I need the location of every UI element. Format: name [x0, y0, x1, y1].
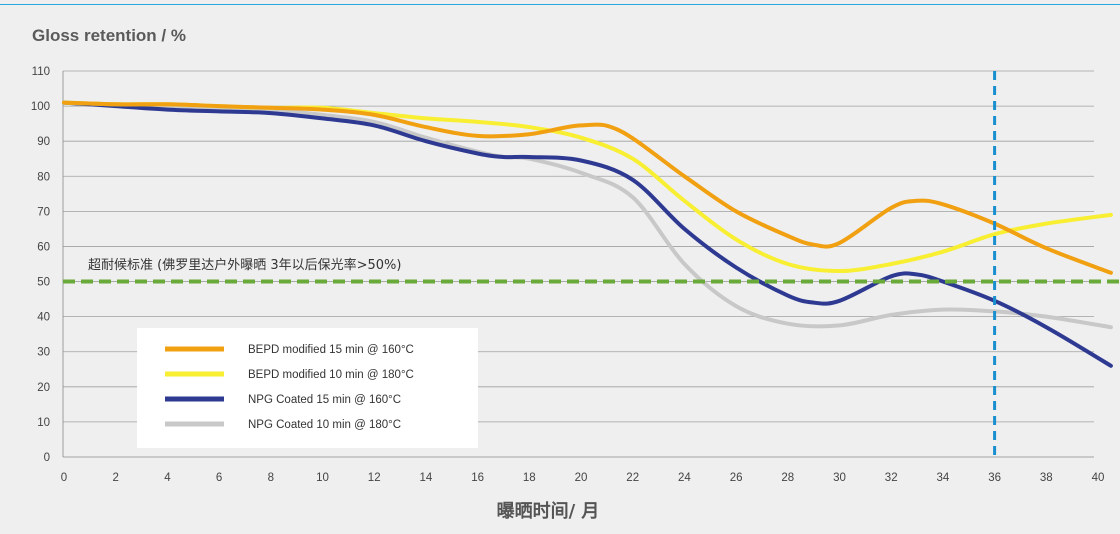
legend: BEPD modified 15 min @ 160°C BEPD modifie…: [137, 328, 478, 448]
top-rule: [0, 4, 1120, 5]
x-tick-label: 8: [268, 472, 274, 484]
y-tick-label: 40: [37, 312, 50, 324]
series-line-3: [62, 100, 1113, 330]
y-tick-label: 110: [32, 66, 50, 78]
x-tick-label: 6: [216, 472, 222, 484]
x-tick-label: 22: [626, 472, 639, 484]
y-tick-label: 60: [37, 241, 50, 253]
y-tick-label: 30: [37, 347, 50, 359]
series-line-1: [62, 100, 1113, 273]
x-tick-label: 38: [1040, 472, 1053, 484]
x-tick-label: 34: [937, 472, 950, 484]
y-tick-labels: 0 10 20 30 40 50 60 70 80 90 100 110: [31, 66, 50, 464]
x-tick-label: 16: [471, 472, 484, 484]
y-tick-label: 80: [37, 171, 50, 183]
x-tick-label: 26: [730, 472, 743, 484]
y-tick-label: 0: [44, 452, 50, 464]
x-tick-labels: 0 2 4 6 8 10 12 14 16 18 20 22 24 26 28 30 32 34 36 38 40: [61, 472, 1105, 484]
legend-label-2: NPG Coated 15 min @ 160°C: [248, 394, 401, 406]
legend-label-1: BEPD modified 10 min @ 180°C: [248, 369, 414, 381]
y-tick-label: 90: [37, 136, 50, 148]
x-tick-label: 32: [885, 472, 898, 484]
series-line-0: [62, 100, 1113, 275]
y-tick-label: 10: [37, 417, 50, 429]
y-tick-label: 50: [37, 277, 50, 289]
legend-label-3: NPG Coated 10 min @ 180°C: [248, 419, 401, 431]
x-axis-label: 曝晒时间/ 月: [497, 501, 600, 522]
x-tick-label: 24: [678, 472, 691, 484]
y-tick-label: 20: [37, 382, 50, 394]
legend-label-0: BEPD modified 15 min @ 160°C: [248, 344, 414, 356]
reference-lines: [63, 71, 1120, 457]
x-tick-label: 2: [112, 472, 118, 484]
y-tick-label: 100: [31, 101, 50, 113]
y-axis-label: Gloss retention / %: [32, 26, 186, 45]
x-tick-label: 36: [988, 472, 1001, 484]
reference-annotation: 超耐候标准 (佛罗里达户外曝晒 3年以后保光率>50%): [88, 257, 401, 273]
x-tick-label: 30: [833, 472, 846, 484]
x-tick-label: 14: [420, 472, 433, 484]
y-tick-label: 70: [37, 206, 50, 218]
x-tick-label: 12: [368, 472, 381, 484]
series-line-2: [62, 100, 1113, 368]
series-lines: [62, 100, 1113, 368]
x-tick-label: 40: [1092, 472, 1105, 484]
x-tick-label: 0: [61, 472, 67, 484]
x-tick-label: 10: [316, 472, 329, 484]
x-tick-label: 4: [164, 472, 171, 484]
x-tick-label: 18: [523, 472, 536, 484]
x-tick-label: 28: [781, 472, 794, 484]
x-tick-label: 20: [575, 472, 588, 484]
